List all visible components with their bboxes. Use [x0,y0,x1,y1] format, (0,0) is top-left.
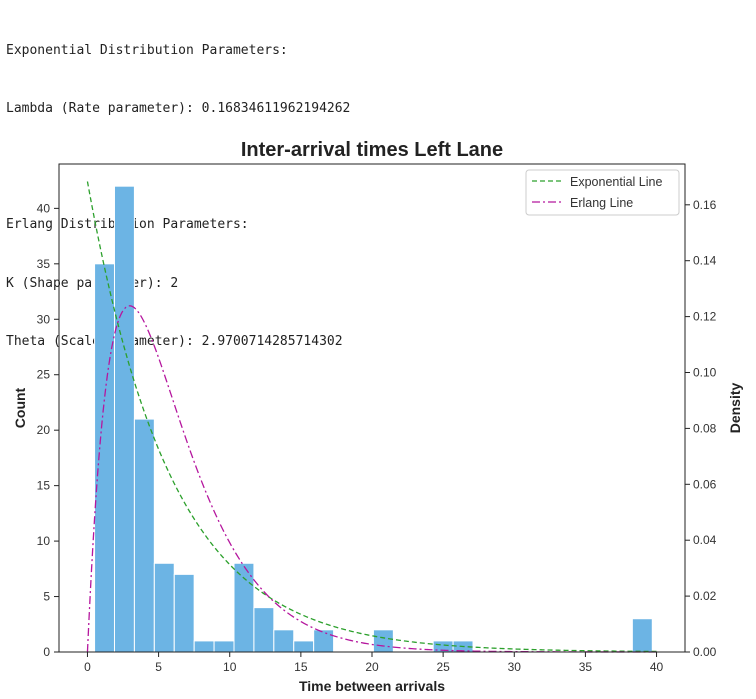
output-line: Lambda (Rate parameter): 0.1683461196219… [6,101,351,117]
density-curves [86,181,657,653]
x-tick-label: 5 [155,660,162,674]
histogram-bar [113,185,135,653]
y-axis-right: 0.00 0.02 0.04 0.06 0.08 0.10 0.12 0.14 0.16 [685,198,717,659]
y-axis-left: 0 5 10 15 20 25 30 35 40 [37,201,59,659]
histogram-bar [293,640,315,653]
y2-tick-label: 0.10 [693,366,717,380]
y2-tick-label: 0.16 [693,198,717,212]
x-tick-label: 25 [436,660,450,674]
histogram-bar [631,618,653,653]
x-tick-label: 15 [294,660,308,674]
y-tick-label: 10 [37,534,51,548]
legend: Exponential Line Erlang Line [525,169,680,216]
legend-label-exponential: Exponential Line [570,175,662,189]
histogram-bar [273,629,295,653]
legend-box [525,169,680,216]
y2-tick-label: 0.08 [693,421,717,435]
histogram-bar [193,640,215,653]
y-tick-label: 5 [43,590,50,604]
y2-tick-label: 0.04 [693,533,717,547]
y2-tick-label: 0.02 [693,589,717,603]
histogram-bar [94,263,115,653]
histogram-bar [133,418,155,653]
histogram-bar [253,607,275,653]
legend-label-erlang: Erlang Line [570,196,633,210]
y-tick-label: 30 [37,312,51,326]
x-tick-label: 20 [365,660,379,674]
y-tick-label: 15 [37,479,51,493]
y2-tick-label: 0.00 [693,645,717,659]
y2-axis-label: Density [727,383,743,434]
x-axis-label: Time between arrivals [299,678,445,694]
y2-tick-label: 0.12 [693,310,717,324]
x-tick-label: 40 [650,660,664,674]
exponential-line [86,181,657,653]
y-tick-label: 25 [37,368,51,382]
histogram-chart: Inter-arrival times Left Lane 0 5 10 15 20 25… [12,139,743,694]
histogram-bars [94,185,653,653]
histogram-bar [213,640,235,653]
chart-title: Inter-arrival times Left Lane [241,139,503,161]
histogram-bar [153,562,175,653]
histogram-bar [173,573,195,653]
y2-tick-label: 0.14 [693,254,717,268]
x-tick-label: 35 [579,660,593,674]
x-tick-label: 30 [508,660,522,674]
x-tick-label: 10 [223,660,237,674]
y-tick-label: 40 [37,201,51,215]
y-axis-label: Count [12,387,28,428]
histogram-bar [313,629,335,653]
x-tick-label: 0 [84,660,91,674]
y-tick-label: 0 [43,645,50,659]
output-line: Exponential Distribution Parameters: [6,42,288,58]
y-tick-label: 35 [37,257,51,271]
erlang-line [86,305,657,653]
histogram-bar [372,629,394,653]
x-axis: 0 5 10 15 20 25 30 35 40 [84,652,664,674]
y2-tick-label: 0.06 [693,477,717,491]
y-tick-label: 20 [37,423,51,437]
